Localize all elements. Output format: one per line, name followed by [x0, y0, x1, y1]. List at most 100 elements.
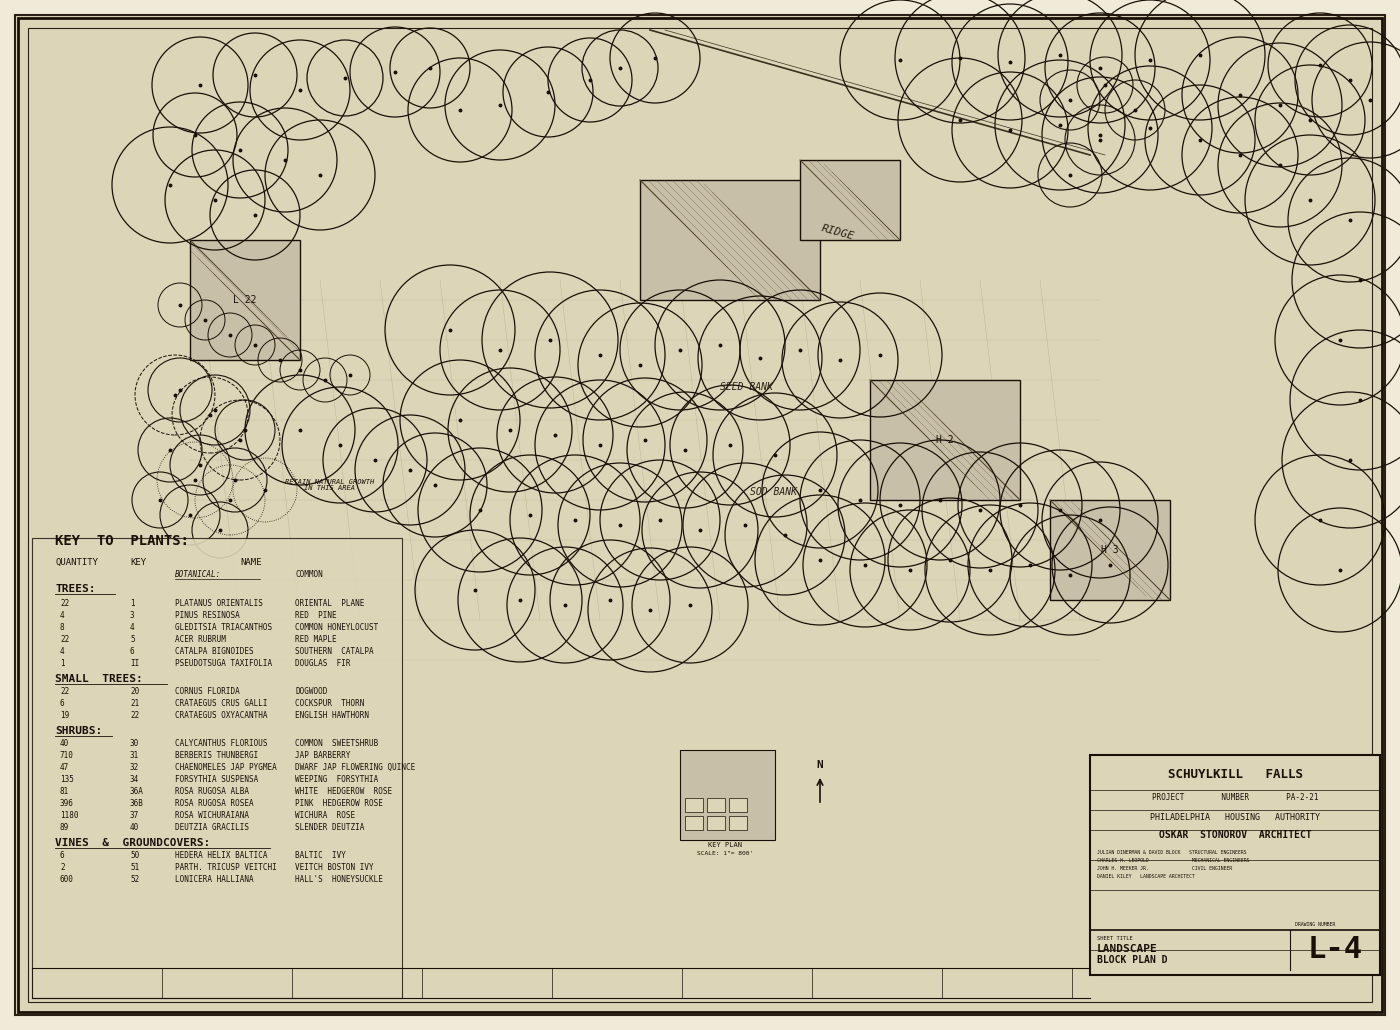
Text: 40: 40: [60, 739, 69, 748]
Bar: [32, 538, 402, 998]
Text: WICHURA  ROSE: WICHURA ROSE: [295, 811, 356, 820]
Text: SEED BANK: SEED BANK: [720, 382, 773, 392]
Text: ROSA RUGOSA ROSEA: ROSA RUGOSA ROSEA: [175, 799, 253, 808]
Text: 5: 5: [130, 636, 134, 644]
Text: COCKSPUR  THORN: COCKSPUR THORN: [295, 699, 364, 708]
Text: L 22: L 22: [234, 295, 256, 305]
Text: 6: 6: [60, 699, 64, 708]
Bar: [680, 750, 776, 840]
Text: WHITE  HEDGEROW  ROSE: WHITE HEDGEROW ROSE: [295, 787, 392, 796]
Text: 32: 32: [130, 763, 139, 772]
Text: ORIENTAL  PLANE: ORIENTAL PLANE: [295, 599, 364, 608]
Text: 22: 22: [60, 636, 69, 644]
Text: KEY: KEY: [130, 558, 146, 566]
Bar: [1050, 500, 1170, 600]
Text: CHARLES H. LEOPOLD               MECHANICAL ENGINEERS: CHARLES H. LEOPOLD MECHANICAL ENGINEERS: [1098, 858, 1249, 862]
Text: JULIAN DINERMAN & DAVID BLOCK   STRUCTURAL ENGINEERS: JULIAN DINERMAN & DAVID BLOCK STRUCTURAL…: [1098, 850, 1246, 855]
Text: 2: 2: [60, 863, 64, 872]
Text: SMALL  TREES:: SMALL TREES:: [55, 674, 143, 684]
Text: SLENDER DEUTZIA: SLENDER DEUTZIA: [295, 823, 364, 832]
Text: ACER RUBRUM: ACER RUBRUM: [175, 636, 225, 644]
Text: CHAENOMELES JAP PYGMEA: CHAENOMELES JAP PYGMEA: [175, 763, 277, 772]
Text: 37: 37: [130, 811, 139, 820]
Text: 47: 47: [60, 763, 69, 772]
Text: GLEDITSIA TRIACANTHOS: GLEDITSIA TRIACANTHOS: [175, 623, 272, 632]
Text: OSKAR  STONOROV  ARCHITECT: OSKAR STONOROV ARCHITECT: [1159, 830, 1312, 840]
Bar: [685, 816, 703, 830]
Text: 6: 6: [130, 647, 134, 656]
Text: COMMON: COMMON: [295, 570, 323, 579]
Text: DWARF JAP FLOWERING QUINCE: DWARF JAP FLOWERING QUINCE: [295, 763, 416, 772]
Text: DANIEL KILEY   LANDSCAPE ARCHITECT: DANIEL KILEY LANDSCAPE ARCHITECT: [1098, 873, 1194, 879]
Text: KEY PLAN: KEY PLAN: [708, 842, 742, 848]
Text: WEEPING  FORSYTHIA: WEEPING FORSYTHIA: [295, 775, 378, 784]
Text: COMMON  SWEETSHRUB: COMMON SWEETSHRUB: [295, 739, 378, 748]
Text: HALL'S  HONEYSUCKLE: HALL'S HONEYSUCKLE: [295, 876, 382, 884]
Text: PINUS RESINOSA: PINUS RESINOSA: [175, 611, 239, 620]
Text: 8: 8: [60, 623, 64, 632]
Text: 50: 50: [130, 851, 139, 860]
Text: H 3: H 3: [1102, 545, 1119, 555]
Text: PINK  HEDGEROW ROSE: PINK HEDGEROW ROSE: [295, 799, 382, 808]
Text: SOUTHERN  CATALPA: SOUTHERN CATALPA: [295, 647, 374, 656]
Text: CALYCANTHUS FLORIOUS: CALYCANTHUS FLORIOUS: [175, 739, 267, 748]
Text: PLATANUS ORIENTALIS: PLATANUS ORIENTALIS: [175, 599, 263, 608]
Text: 1: 1: [60, 659, 64, 668]
Text: BALTIC  IVY: BALTIC IVY: [295, 851, 346, 860]
Text: ROSA RUGOSA ALBA: ROSA RUGOSA ALBA: [175, 787, 249, 796]
Bar: [1091, 755, 1380, 975]
Text: VEITCH BOSTON IVY: VEITCH BOSTON IVY: [295, 863, 374, 872]
Text: QUANTITY: QUANTITY: [55, 558, 98, 566]
Text: II: II: [130, 659, 139, 668]
Text: 600: 600: [60, 876, 74, 884]
Text: HEDERA HELIX BALTICA: HEDERA HELIX BALTICA: [175, 851, 267, 860]
Bar: [869, 380, 1021, 500]
Bar: [685, 798, 703, 812]
Text: 51: 51: [130, 863, 139, 872]
Text: JAP BARBERRY: JAP BARBERRY: [295, 751, 350, 760]
Text: RETAIN NATURAL GROWTH
IN THIS AREA: RETAIN NATURAL GROWTH IN THIS AREA: [286, 479, 375, 491]
Bar: [190, 240, 300, 360]
Text: 20: 20: [130, 687, 139, 696]
Text: 3: 3: [130, 611, 134, 620]
Text: H 2: H 2: [937, 435, 953, 445]
Text: BOTANICAL:: BOTANICAL:: [175, 570, 221, 579]
Text: 22: 22: [130, 711, 139, 720]
Text: PROJECT        NUMBER        PA-2-21: PROJECT NUMBER PA-2-21: [1152, 793, 1319, 802]
Text: CRATAEGUS OXYACANTHA: CRATAEGUS OXYACANTHA: [175, 711, 267, 720]
Text: 52: 52: [130, 876, 139, 884]
Text: 396: 396: [60, 799, 74, 808]
Text: 710: 710: [60, 751, 74, 760]
Text: ROSA WICHURAIANA: ROSA WICHURAIANA: [175, 811, 249, 820]
Text: 6: 6: [60, 851, 64, 860]
Text: SCALE: 1"= 800': SCALE: 1"= 800': [697, 851, 753, 856]
Text: DRAWING NUMBER: DRAWING NUMBER: [1295, 922, 1336, 927]
Text: CRATAEGUS CRUS GALLI: CRATAEGUS CRUS GALLI: [175, 699, 267, 708]
Text: 31: 31: [130, 751, 139, 760]
Text: 89: 89: [60, 823, 69, 832]
Text: SHRUBS:: SHRUBS:: [55, 726, 102, 736]
Text: PSEUDOTSUGA TAXIFOLIA: PSEUDOTSUGA TAXIFOLIA: [175, 659, 272, 668]
Text: 22: 22: [60, 599, 69, 608]
Bar: [707, 798, 725, 812]
Bar: [799, 160, 900, 240]
Text: 1180: 1180: [60, 811, 78, 820]
Text: RIDGE: RIDGE: [820, 224, 855, 242]
Text: 36B: 36B: [130, 799, 144, 808]
Text: VINES  &  GROUNDCOVERS:: VINES & GROUNDCOVERS:: [55, 838, 210, 848]
Text: 21: 21: [130, 699, 139, 708]
Bar: [729, 798, 748, 812]
Text: LANDSCAPE: LANDSCAPE: [1098, 945, 1158, 954]
Text: 40: 40: [130, 823, 139, 832]
Text: RED MAPLE: RED MAPLE: [295, 636, 336, 644]
Text: RED  PINE: RED PINE: [295, 611, 336, 620]
Text: LONICERA HALLIANA: LONICERA HALLIANA: [175, 876, 253, 884]
Bar: [707, 816, 725, 830]
Text: 4: 4: [60, 647, 64, 656]
Text: N: N: [816, 760, 823, 770]
Text: KEY  TO  PLANTS:: KEY TO PLANTS:: [55, 534, 189, 548]
Text: BERBERIS THUNBERGI: BERBERIS THUNBERGI: [175, 751, 258, 760]
Bar: [640, 180, 820, 300]
Text: DOUGLAS  FIR: DOUGLAS FIR: [295, 659, 350, 668]
Text: 4: 4: [130, 623, 134, 632]
